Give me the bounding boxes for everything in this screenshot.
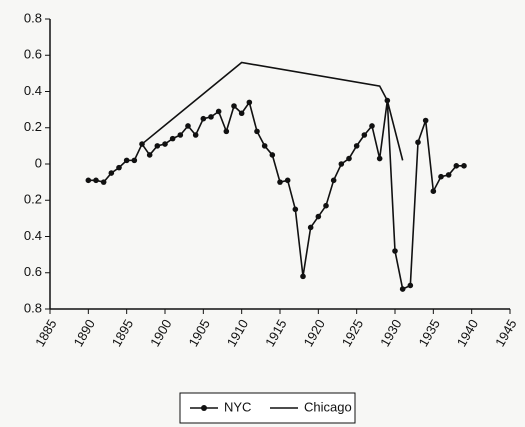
point [123,157,130,164]
point [284,177,291,184]
point [292,206,299,213]
legend-marker [201,405,207,411]
point [93,177,99,184]
point [438,173,444,180]
point [277,179,283,185]
point [223,128,230,135]
point [215,108,222,115]
series-line [141,61,404,161]
point [353,143,360,149]
point [369,123,375,129]
point [392,248,398,254]
point [361,132,368,138]
point [346,155,352,162]
point [85,177,92,184]
point [407,282,414,289]
point [238,110,245,117]
point [422,117,429,124]
point [269,152,276,158]
y-tick-label: 0.8 [24,300,42,315]
point [100,179,107,185]
point [231,103,237,109]
point [399,286,406,292]
point [430,188,437,194]
point [131,157,138,164]
point [453,163,460,169]
point [162,141,168,147]
y-tick-label: 0.6 [24,47,42,62]
y-tick-label: 0.8 [24,10,42,25]
legend-label: Chicago [304,399,352,414]
point [169,135,176,142]
point [200,115,207,122]
y-tick-label: 0.2 [24,119,42,134]
y-tick-label: 0 [35,155,42,170]
point [185,123,191,129]
point [376,155,383,162]
y-tick-label: 0.6 [24,264,42,279]
y-tick-label: 0.4 [24,228,42,243]
point [415,139,421,146]
point [192,132,199,138]
point [116,164,122,171]
point [307,224,314,231]
point [254,128,260,135]
point [323,202,329,209]
point [338,161,345,167]
point [208,114,214,120]
y-tick-label: 0.4 [24,83,42,98]
point [300,273,306,280]
point [154,143,161,149]
point [445,172,452,178]
point [246,99,253,106]
point [330,177,337,184]
point [108,170,115,176]
point [177,132,184,138]
point [315,213,322,220]
legend-label: NYC [224,399,251,414]
point [146,152,153,158]
point [261,143,268,149]
y-tick-label: 0.2 [24,192,42,207]
point [461,163,467,169]
